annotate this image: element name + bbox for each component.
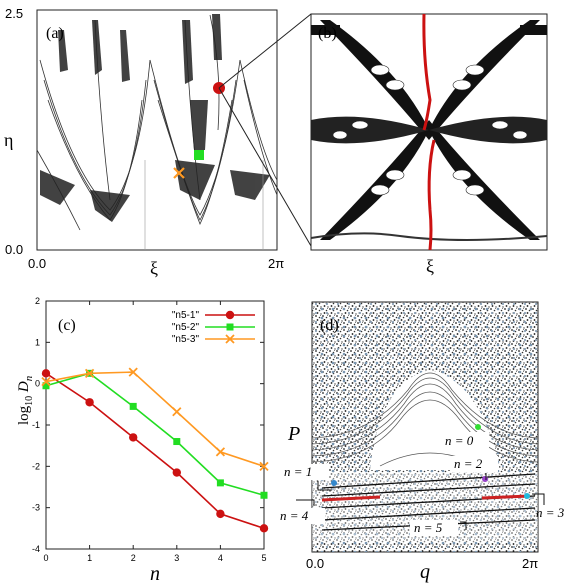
panel-a: (a) η 2.5 0.0 0.0 2π ξ	[4, 6, 284, 278]
data-point	[216, 509, 225, 519]
series-2	[42, 369, 268, 499]
data-point	[172, 407, 182, 417]
legend-label: "n5-3"	[172, 334, 200, 345]
panel-d-xtick-left: 0.0	[306, 556, 324, 571]
panel-b: (b) ξ	[310, 13, 548, 276]
data-point	[259, 524, 269, 533]
panel-a-frame	[36, 9, 278, 251]
panel-c-label: (c)	[58, 317, 76, 334]
orbit-label-n2: n = 2	[454, 456, 483, 471]
panel-d-ylabel: P	[287, 423, 300, 445]
data-point	[260, 491, 268, 499]
data-point	[42, 382, 50, 390]
panel-a-ytick-bottom: 0.0	[5, 242, 23, 257]
panel-d-blue-point	[331, 480, 337, 486]
panel-d-kam-curves	[311, 372, 539, 467]
panel-c-series	[41, 367, 269, 533]
panel-d-cyan-point	[524, 493, 530, 499]
orbit-label-n0: n = 0	[445, 433, 474, 448]
panel-b-red-curve-lower	[427, 139, 436, 251]
orbit-label-n1: n = 1	[284, 464, 312, 479]
panel-c-ylabel: log10 Dn	[16, 375, 35, 425]
legend-label: "n5-2"	[172, 322, 200, 333]
y-tick-label: -2	[32, 461, 40, 471]
series-3	[41, 367, 269, 471]
data-point	[129, 433, 138, 442]
y-tick-label: 0	[35, 379, 40, 389]
panel-c-xlabel: n	[150, 563, 160, 585]
data-point	[216, 479, 224, 487]
panel-d: n = 0 n = 2 n = 1 n = 4 n = 3 n = 5 (d) …	[279, 301, 580, 583]
data-point	[41, 376, 51, 387]
y-tick-label: 2	[35, 296, 40, 306]
panel-d-label: (d)	[320, 317, 339, 334]
x-tick-label: 0	[43, 553, 48, 563]
panel-d-red-segment-left	[321, 495, 381, 502]
data-point	[225, 334, 235, 344]
series-1	[41, 369, 269, 533]
panel-d-xlabel: q	[420, 561, 430, 583]
data-point	[226, 323, 234, 331]
data-point	[129, 402, 137, 410]
panel-a-ylabel: η	[4, 130, 13, 150]
panel-c: 0 1 2 3 4 5 2 1 0 -1 -2 -3 -4 "n5-1""n5-2""n5-3" (c)…	[16, 296, 269, 585]
orbit-label-n5: n = 5	[414, 520, 443, 535]
x-tick-label: 1	[87, 553, 92, 563]
panel-a-orange-marker	[173, 167, 185, 179]
panel-a-ytick-top: 2.5	[5, 6, 23, 21]
panel-a-xtick-left: 0.0	[28, 256, 46, 271]
data-point	[41, 369, 51, 378]
zoom-connectors	[218, 13, 312, 247]
y-tick-label: -1	[32, 420, 40, 430]
y-tick-label: -4	[32, 544, 40, 554]
series-line	[45, 371, 265, 468]
panel-c-ticks: 0 1 2 3 4 5 2 1 0 -1 -2 -3 -4	[32, 296, 267, 563]
panel-d-red-segment-right	[481, 494, 531, 500]
data-point	[85, 398, 94, 407]
panel-d-violet-point	[482, 476, 488, 482]
data-point	[173, 438, 181, 446]
panel-b-xlabel: ξ	[426, 256, 434, 276]
panel-a-label: (a)	[46, 25, 64, 42]
panel-d-xtick-right: 2π	[522, 556, 538, 571]
data-point	[128, 367, 138, 377]
data-point	[172, 468, 181, 477]
panel-a-green-marker	[194, 150, 204, 160]
panel-b-label: (b)	[318, 25, 337, 42]
y-tick-label: 1	[35, 337, 40, 347]
data-point	[215, 447, 226, 457]
x-tick-label: 2	[131, 553, 136, 563]
x-tick-label: 3	[174, 553, 179, 563]
legend-label: "n5-1"	[172, 310, 200, 321]
series-line	[45, 372, 265, 530]
panel-d-green-point	[475, 424, 481, 430]
x-tick-label: 4	[218, 553, 223, 563]
panel-b-structure	[310, 20, 548, 241]
orbit-label-n4: n = 4	[280, 508, 309, 523]
x-tick-label: 5	[261, 553, 266, 563]
data-point	[225, 310, 235, 320]
data-point	[84, 368, 95, 378]
orbit-label-n3: n = 3	[536, 505, 565, 520]
panel-a-dense-tongues	[40, 14, 270, 222]
panel-b-red-curve	[422, 13, 432, 131]
panel-c-legend: "n5-1""n5-2""n5-3"	[172, 310, 255, 345]
panel-a-xlabel: ξ	[150, 258, 158, 278]
data-point	[259, 461, 269, 471]
panel-a-xtick-right: 2π	[268, 256, 284, 271]
y-tick-label: -3	[32, 503, 40, 513]
